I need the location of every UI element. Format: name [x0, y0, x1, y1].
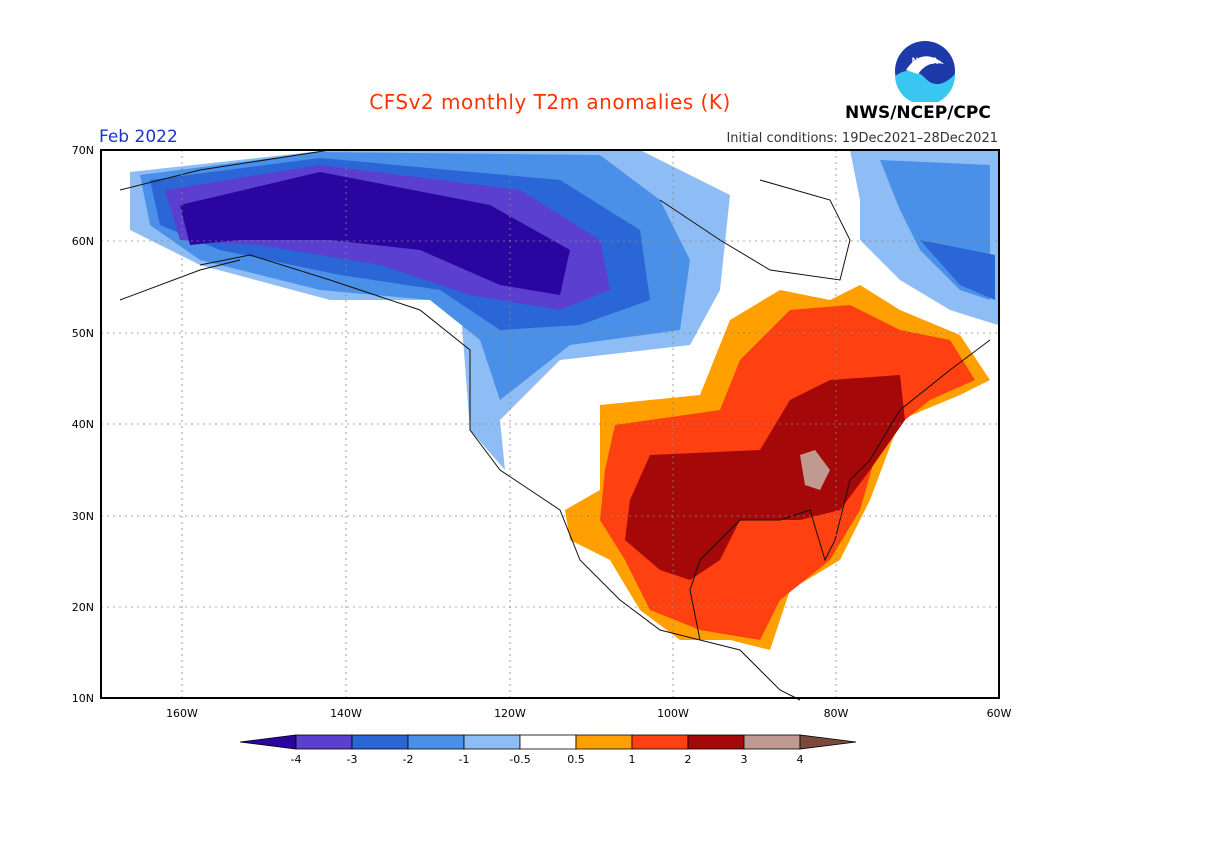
colorbar-label: -1: [459, 753, 470, 766]
lat-labels: 70N 60N 50N 40N 30N 20N 10N: [72, 144, 94, 705]
coastline-gulf: [689, 339, 991, 641]
lat-label-30n: 30N: [72, 510, 94, 523]
coastline-west: [119, 149, 801, 701]
lat-label-60n: 60N: [72, 235, 94, 248]
lon-label-100w: 100W: [657, 707, 689, 720]
map-title: CFSv2 monthly T2m anomalies (K): [369, 90, 731, 114]
anomaly-region-minus-4: [180, 172, 570, 295]
noaa-logo-text: NOAA: [912, 56, 939, 66]
lat-label-50n: 50N: [72, 327, 94, 340]
lon-label-80w: 80W: [824, 707, 849, 720]
lat-label-70n: 70N: [72, 144, 94, 157]
colorbar-upper-arrow: [799, 734, 857, 750]
lat-label-20n: 20N: [72, 601, 94, 614]
map-frame: [100, 149, 1000, 699]
colorbar-swatch: [407, 734, 465, 750]
lon-labels: 160W 140W 120W 100W 80W 60W: [166, 707, 1011, 720]
colorbar-swatch: [687, 734, 745, 750]
colorbar-swatch: [463, 734, 521, 750]
colorbar-label: 3: [741, 753, 748, 766]
colorbar-lower-arrow: [239, 734, 297, 750]
noaa-logo: NOAA: [892, 40, 958, 106]
colorbar-label: -4: [291, 753, 302, 766]
colorbar-swatch: [519, 734, 577, 750]
colorbar-swatch: [295, 734, 353, 750]
anomaly-shading: [130, 150, 998, 650]
colorbar-label: 2: [685, 753, 692, 766]
colorbar-label: -2: [403, 753, 414, 766]
colorbar-label: -3: [347, 753, 358, 766]
colorbar-label: 4: [797, 753, 804, 766]
lat-label-40n: 40N: [72, 418, 94, 431]
agency-label: NWS/NCEP/CPC: [845, 103, 991, 123]
anomaly-region-plus-2: [625, 375, 905, 580]
anomaly-region-plus-3: [800, 450, 830, 490]
lat-label-10n: 10N: [72, 692, 94, 705]
lon-label-140w: 140W: [330, 707, 362, 720]
lat-lon-grid: [101, 150, 999, 698]
coastlines: [119, 149, 991, 701]
coastline-hudson: [659, 179, 851, 281]
lon-label-60w: 60W: [987, 707, 1012, 720]
lon-label-160w: 160W: [166, 707, 198, 720]
colorbar-swatch: [351, 734, 409, 750]
coastline-alaska: [119, 259, 241, 301]
colorbar-label: 1: [629, 753, 636, 766]
anomaly-region-northeast-blue-3: [920, 240, 995, 300]
colorbar-label: -0.5: [509, 753, 530, 766]
colorbar-swatch: [631, 734, 689, 750]
forecast-month: Feb 2022: [99, 127, 178, 147]
colorbar-label: 0.5: [567, 753, 585, 766]
colorbar-swatch: [575, 734, 633, 750]
initial-conditions: Initial conditions: 19Dec2021–28Dec2021: [726, 131, 998, 146]
lon-label-120w: 120W: [494, 707, 526, 720]
colorbar-swatch: [743, 734, 801, 750]
colorbar: -4 -3 -2 -1 -0.5 0.5 1 2 3 4: [239, 734, 857, 766]
